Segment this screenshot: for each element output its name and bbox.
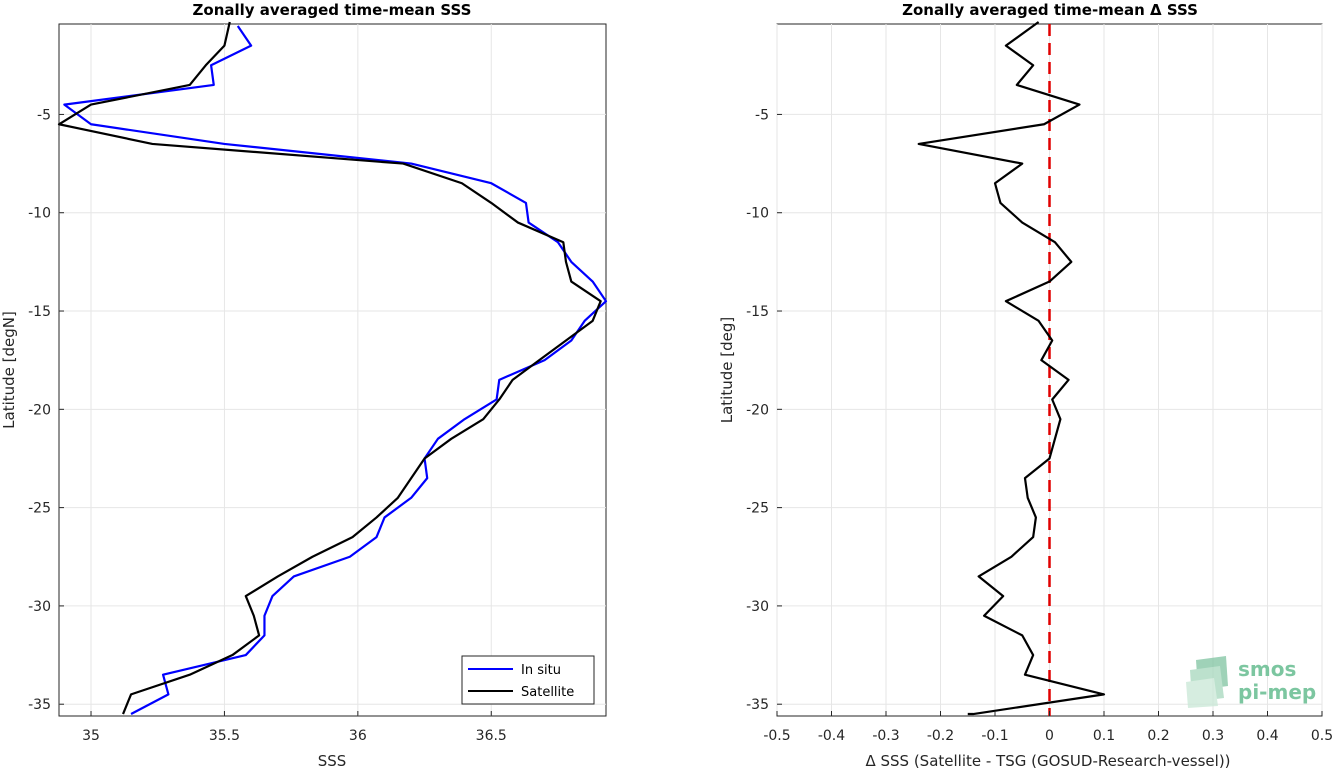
logo-text-line2: pi-mep xyxy=(1238,680,1316,704)
smos-pi-mep-logo: smos pi-mep xyxy=(1186,656,1316,708)
right-y-tick-label: -35 xyxy=(746,697,769,713)
right-x-tick-label: 0.2 xyxy=(1147,728,1169,744)
left-x-tick-label: 35.5 xyxy=(209,728,240,744)
right-series-line-0 xyxy=(917,21,1106,716)
left-y-tick-label: -15 xyxy=(28,304,51,320)
left-ticks: 35 35.5 36 36.5 -5 -10 -15 -20 -25 -30 -35 xyxy=(28,107,507,744)
right-x-axis-label: Δ SSS (Satellite - TSG (GOSUD-Research-v… xyxy=(865,752,1230,769)
right-x-tick-label: -0.3 xyxy=(872,728,899,744)
left-chart-title: Zonally averaged time-mean SSS xyxy=(193,1,472,19)
right-x-tick-label: -0.1 xyxy=(981,728,1008,744)
right-chart-title: Zonally averaged time-mean Δ SSS xyxy=(902,1,1198,19)
right-x-tick-label: 0.4 xyxy=(1256,728,1278,744)
left-x-tick-label: 36.5 xyxy=(476,728,507,744)
left-series xyxy=(57,21,608,716)
left-y-tick-label: -20 xyxy=(28,402,51,418)
logo-mark-icon xyxy=(1186,656,1228,708)
right-x-tick-label: 0.5 xyxy=(1311,728,1333,744)
right-y-tick-label: -30 xyxy=(746,599,769,615)
left-x-tick-label: 35 xyxy=(82,728,100,744)
right-y-tick-label: -20 xyxy=(746,402,769,418)
right-y-tick-label: -15 xyxy=(746,304,769,320)
right-x-tick-label: 0.1 xyxy=(1093,728,1115,744)
right-x-tick-label: -0.2 xyxy=(927,728,954,744)
right-x-tick-label: 0.3 xyxy=(1202,728,1224,744)
right-x-tick-label: -0.4 xyxy=(818,728,845,744)
right-x-tick-label: -0.5 xyxy=(763,728,790,744)
left-y-tick-label: -30 xyxy=(28,599,51,615)
legend-label-satellite: Satellite xyxy=(521,685,574,700)
left-x-tick-label: 36 xyxy=(349,728,367,744)
left-y-tick-label: -5 xyxy=(37,107,51,123)
left-y-tick-label: -10 xyxy=(28,206,51,222)
legend-label-in-situ: In situ xyxy=(521,663,561,678)
legend: In situ Satellite xyxy=(461,655,595,705)
left-y-tick-label: -35 xyxy=(28,697,51,713)
right-y-tick-label: -25 xyxy=(746,501,769,517)
left-y-tick-label: -25 xyxy=(28,501,51,517)
right-panel: -0.5 -0.4 -0.3 -0.2 -0.1 0 0.1 0.2 0.3 0.4 0.5 -5 -1… xyxy=(718,1,1333,769)
left-series-line-satellite xyxy=(57,21,602,715)
left-y-axis-label: Latitude [degN] xyxy=(0,311,18,429)
right-grid xyxy=(776,24,1323,716)
logo-text-line1: smos xyxy=(1238,657,1296,681)
right-series xyxy=(917,21,1106,716)
left-plot-area xyxy=(58,23,607,717)
left-series-line-in-situ xyxy=(63,25,608,716)
right-x-tick-label: 0 xyxy=(1045,728,1054,744)
legend-box xyxy=(461,655,595,705)
left-panel: 35 35.5 36 36.5 -5 -10 -15 -20 -25 -30 -35 Zonally… xyxy=(0,1,608,769)
right-y-axis-label: Latitude [deg] xyxy=(718,317,736,423)
right-y-tick-label: -10 xyxy=(746,206,769,222)
left-grid xyxy=(59,24,606,716)
right-ticks: -0.5 -0.4 -0.3 -0.2 -0.1 0 0.1 0.2 0.3 0.4 0.5 -5 -1… xyxy=(746,107,1333,744)
left-x-axis-label: SSS xyxy=(318,752,347,769)
right-y-tick-label: -5 xyxy=(755,107,769,123)
